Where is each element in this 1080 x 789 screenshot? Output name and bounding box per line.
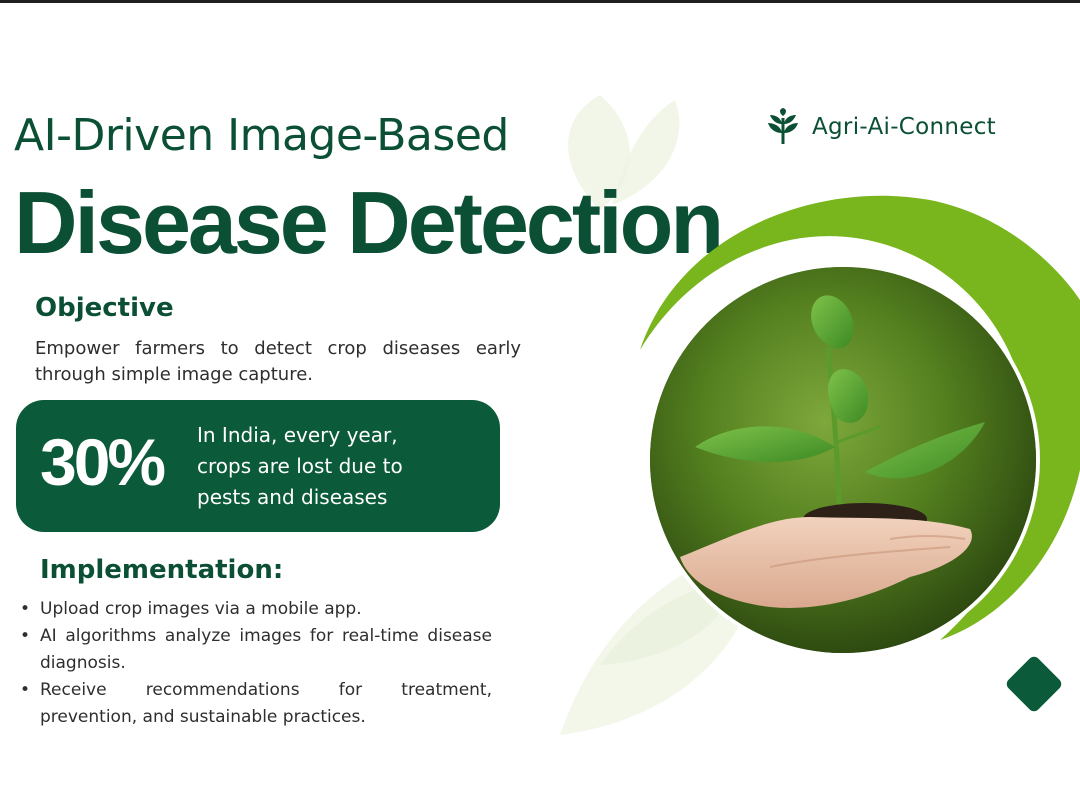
stat-line-3: pests and diseases <box>197 485 388 509</box>
title-line-2: Disease Detection <box>14 173 724 272</box>
list-item: • AI algorithms analyze images for real-t… <box>20 623 492 677</box>
stat-value: 30% <box>40 425 166 499</box>
stat-box: 30% In India, every year, crops are lost… <box>16 400 500 532</box>
list-item-text: Receive recommendations for treatment, p… <box>40 680 492 727</box>
objective-heading: Objective <box>35 293 174 323</box>
brand-logo: Agri-Ai-Connect <box>766 108 996 146</box>
list-item: • Upload crop images via a mobile app. <box>20 596 492 623</box>
title-line-1: AI-Driven Image-Based <box>14 110 509 161</box>
hands-seedling-image <box>650 267 1036 653</box>
top-border <box>0 0 1080 3</box>
list-item-text: AI algorithms analyze images for real-ti… <box>40 626 492 673</box>
bullet-icon: • <box>20 626 31 646</box>
stat-line-2: crops are lost due to <box>197 454 403 478</box>
brand-name: Agri-Ai-Connect <box>812 114 996 140</box>
sprout-icon <box>768 108 798 144</box>
bullet-icon: • <box>20 680 31 700</box>
bullet-icon: • <box>20 599 31 619</box>
list-item: • Receive recommendations for treatment, … <box>20 677 492 731</box>
list-item-text: Upload crop images via a mobile app. <box>40 599 362 619</box>
implementation-heading: Implementation: <box>40 555 284 585</box>
plant-photo <box>646 263 1040 657</box>
stat-line-1: In India, every year, <box>197 423 398 447</box>
stat-description: In India, every year, crops are lost due… <box>197 420 487 513</box>
implementation-list: • Upload crop images via a mobile app. • A… <box>20 596 492 731</box>
objective-text: Empower farmers to detect crop diseases … <box>35 338 521 385</box>
